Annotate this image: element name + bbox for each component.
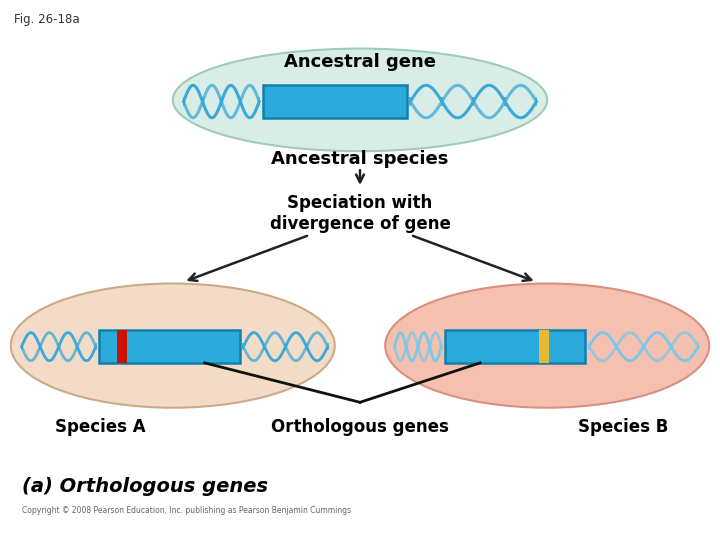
Text: (a) Orthologous genes: (a) Orthologous genes: [22, 476, 268, 496]
Text: Speciation with
divergence of gene: Speciation with divergence of gene: [269, 194, 451, 233]
Bar: [445, 330, 585, 363]
Text: Ancestral species: Ancestral species: [271, 150, 449, 168]
Text: Species A: Species A: [55, 417, 146, 436]
Text: Species B: Species B: [577, 417, 668, 436]
Ellipse shape: [11, 284, 335, 408]
Bar: [263, 85, 407, 118]
Bar: [539, 330, 549, 363]
Text: Copyright © 2008 Pearson Education, Inc. publishing as Pearson Benjamin Cummings: Copyright © 2008 Pearson Education, Inc.…: [22, 506, 351, 515]
Text: Fig. 26-18a: Fig. 26-18a: [14, 14, 80, 26]
Bar: [99, 330, 240, 363]
Text: Orthologous genes: Orthologous genes: [271, 417, 449, 436]
Ellipse shape: [173, 49, 547, 151]
Text: Ancestral gene: Ancestral gene: [284, 53, 436, 71]
Bar: [117, 330, 127, 363]
Ellipse shape: [385, 284, 709, 408]
